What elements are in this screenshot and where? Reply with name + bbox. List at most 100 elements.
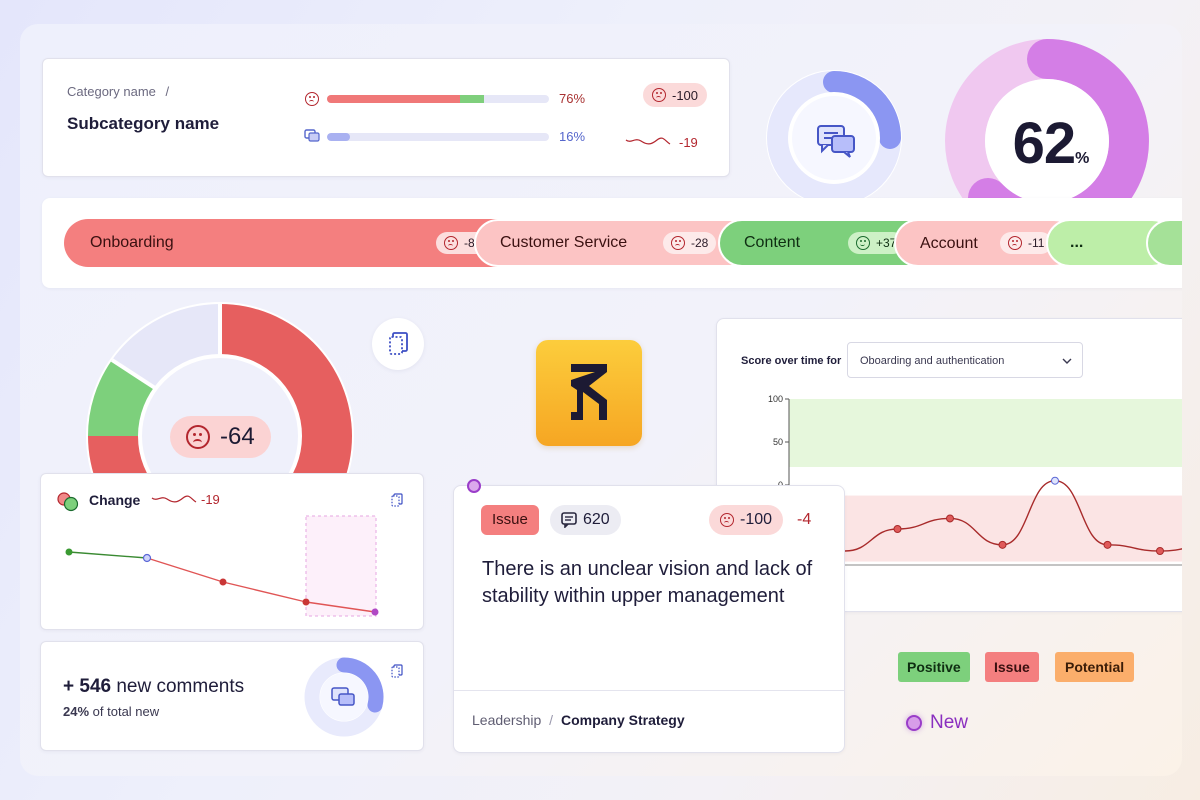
positive-face-icon <box>856 236 870 250</box>
new-comments-headline: + 546 new comments <box>63 676 244 698</box>
positive-zone <box>789 399 1182 467</box>
issue-comment-count-value: 620 <box>583 511 610 528</box>
legend-new: New <box>906 712 968 734</box>
change-point <box>142 553 152 563</box>
comments-bar <box>327 133 549 141</box>
strip-score: +37 <box>848 232 905 254</box>
donut-score-value: -64 <box>220 423 255 450</box>
sentiment-face-icon <box>305 92 319 106</box>
strip-label: Onboarding <box>90 234 174 251</box>
change-point <box>219 578 227 586</box>
score-line-chart: 100500 <box>768 394 1182 566</box>
change-point <box>65 548 73 556</box>
strip-label: Account <box>920 235 978 252</box>
issue-comment-count: 620 <box>550 505 621 535</box>
score-point <box>946 514 954 523</box>
change-trend-value: -19 <box>201 492 220 507</box>
trend-sparkline-icon <box>625 137 671 145</box>
donut-score-badge: -64 <box>170 416 271 458</box>
strip-score: -11 <box>1000 232 1053 254</box>
score-chart-select-value: Oboarding and authentication <box>860 355 1005 367</box>
sentiment-percent: 76% <box>559 91 586 106</box>
breadcrumb: Category name / <box>67 84 169 99</box>
negative-face-icon <box>720 513 734 527</box>
zk-logo <box>536 340 642 446</box>
document-button[interactable] <box>372 318 424 370</box>
negative-face-icon <box>444 236 458 250</box>
score-point <box>998 540 1007 549</box>
legend-new-label: New <box>930 712 969 733</box>
document-icon[interactable] <box>391 493 403 507</box>
strip-item-customer-service[interactable]: Customer Service -28 <box>474 219 754 267</box>
issue-card[interactable]: Issue 620 -100 -4 There is an unclear vi… <box>453 485 845 753</box>
category-strip-card: Onboarding -82 Customer Service -28 Cont… <box>42 198 1182 288</box>
comments-icon <box>304 129 320 148</box>
change-point <box>302 598 310 606</box>
comment-icon <box>561 512 577 528</box>
issue-tag: Issue <box>481 505 539 535</box>
breadcrumb-separator: / <box>165 84 170 99</box>
strip-label: ... <box>1070 234 1084 251</box>
score-chart-label: Score over time for <box>741 355 842 367</box>
category-card[interactable]: Category name / Subcategory name 76% 16%… <box>42 58 730 177</box>
issue-score-badge: -100 <box>709 505 784 535</box>
issue-score-value: -100 <box>740 511 773 528</box>
legend-potential: Potential <box>1055 652 1135 682</box>
chevron-down-icon <box>1062 358 1072 364</box>
comments-gauge <box>764 68 904 208</box>
new-comments-percent-label: of total new <box>92 704 160 719</box>
negative-face-icon <box>671 236 685 250</box>
score-chart-select[interactable]: Oboarding and authentication <box>847 342 1083 378</box>
score-point <box>1051 476 1059 485</box>
issue-breadcrumb-child[interactable]: Company Strategy <box>560 712 685 728</box>
change-title: Change <box>89 492 141 508</box>
strip-label: Content <box>744 234 801 251</box>
gauge-percent: 62 <box>1012 111 1077 176</box>
score-series-line <box>844 479 1182 552</box>
score-point <box>1103 540 1112 549</box>
new-comments-card[interactable]: + 546 new comments 24% of total new <box>40 641 424 751</box>
comments-bubble-icon <box>816 124 856 163</box>
y-tick-label: 100 <box>768 394 783 404</box>
issue-delta: -4 <box>797 511 812 528</box>
change-card[interactable]: Change -19 <box>40 473 424 630</box>
strip-item-overflow <box>1146 219 1182 267</box>
new-comments-count: + 546 <box>63 676 112 697</box>
score-point <box>1156 547 1164 555</box>
new-dot-icon <box>906 715 922 731</box>
new-comments-percent: 24% <box>63 704 90 719</box>
negative-face-icon <box>1008 236 1022 250</box>
comments-percent: 16% <box>559 129 586 144</box>
issue-card-divider <box>454 690 844 691</box>
score-point <box>893 525 902 533</box>
negative-zone <box>789 495 1182 562</box>
issue-breadcrumb-separator: / <box>549 712 554 728</box>
strip-item-onboarding[interactable]: Onboarding -82 <box>64 219 536 267</box>
legend-issue: Issue <box>985 652 1039 682</box>
legend-positive: Positive <box>898 652 970 682</box>
score-badge-value: -100 <box>672 87 699 103</box>
change-line-chart <box>65 515 379 617</box>
document-icon <box>389 332 408 355</box>
issue-text: There is an unclear vision and lack of s… <box>482 558 813 607</box>
gauge-unit: % <box>1075 150 1090 167</box>
subcategory-name: Subcategory name <box>67 114 220 133</box>
change-point <box>371 608 379 616</box>
strip-label: Customer Service <box>500 234 628 251</box>
sentiment-donut: -64 <box>84 300 356 500</box>
document-icon[interactable] <box>391 664 403 678</box>
category-name: Category name <box>67 84 156 99</box>
strip-score-value: +37 <box>876 236 897 250</box>
dashboard-canvas: Category name / Subcategory name 76% 16%… <box>20 24 1182 776</box>
strip-score: -28 <box>663 232 717 254</box>
strip-score-value: -28 <box>691 236 709 250</box>
sentiment-bar <box>327 95 549 103</box>
score-badge: -100 <box>643 83 708 107</box>
issue-breadcrumb-parent[interactable]: Leadership <box>472 712 542 728</box>
mixed-mood-icon <box>57 492 79 517</box>
new-comments-sub: 24% of total new <box>63 704 159 719</box>
y-tick-label: 50 <box>773 437 783 447</box>
new-comments-ring <box>304 657 384 737</box>
change-sparkline-icon <box>151 495 197 503</box>
issue-breadcrumb: Leadership / Company Strategy <box>472 712 685 728</box>
